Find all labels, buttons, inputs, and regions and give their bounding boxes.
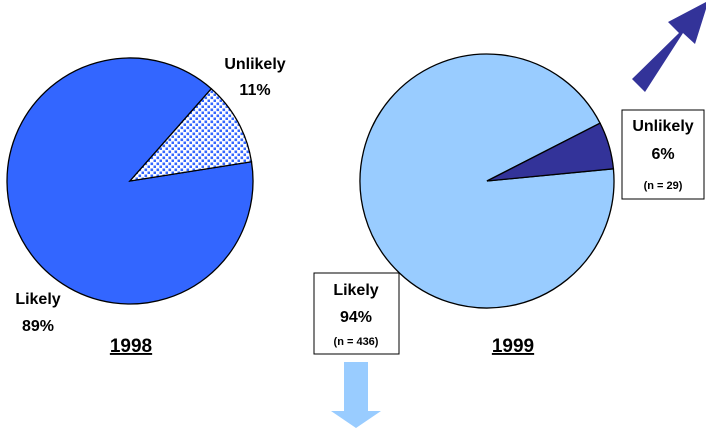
percent-1999-likely: 94%: [340, 309, 372, 326]
percent-1998-unlikely: 11%: [239, 82, 270, 99]
percent-1999-unlikely: 6%: [651, 146, 674, 163]
pie-1999: [359, 53, 615, 309]
label-1999-likely: Likely: [333, 282, 378, 299]
arrow-up-icon: [632, 2, 706, 92]
slice-1999-unlikely: [486, 122, 615, 182]
slice-1998-unlikely: [128, 87, 253, 182]
pie-1998: [6, 57, 254, 305]
label-1999-unlikely: Unlikely: [632, 118, 693, 135]
n-1999-likely: (n = 436): [334, 336, 379, 348]
callout-1999-unlikely: Unlikely 6% (n = 29): [621, 109, 705, 200]
title-1999: 1999: [492, 336, 534, 357]
label-1998-unlikely: Unlikely: [224, 56, 285, 73]
callout-1999-likely: Likely 94% (n = 436): [313, 272, 400, 355]
n-1999-unlikely: (n = 29): [644, 180, 683, 192]
percent-1998-likely: 89%: [22, 318, 54, 335]
title-1998: 1998: [110, 336, 152, 357]
arrow-down-icon: [331, 362, 381, 428]
label-1998-likely: Likely: [15, 291, 60, 308]
